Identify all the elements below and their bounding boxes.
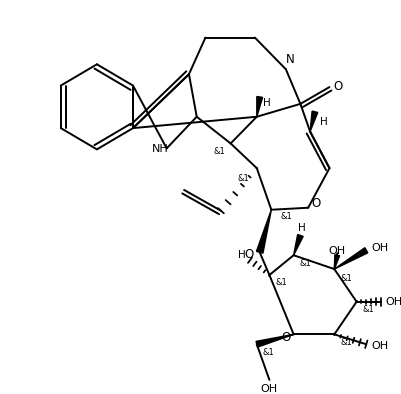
Polygon shape bbox=[334, 255, 339, 269]
Text: H: H bbox=[298, 223, 306, 232]
Text: &1: &1 bbox=[339, 275, 351, 283]
Text: &1: &1 bbox=[299, 258, 310, 268]
Text: O: O bbox=[244, 248, 253, 261]
Polygon shape bbox=[309, 111, 317, 132]
Polygon shape bbox=[255, 335, 293, 347]
Text: &1: &1 bbox=[213, 147, 224, 156]
Polygon shape bbox=[334, 248, 367, 269]
Text: N: N bbox=[286, 53, 294, 66]
Text: H: H bbox=[262, 98, 270, 108]
Text: NH: NH bbox=[151, 144, 168, 154]
Text: &1: &1 bbox=[237, 174, 249, 182]
Text: OH: OH bbox=[371, 243, 387, 253]
Polygon shape bbox=[256, 210, 271, 253]
Text: &1: &1 bbox=[339, 338, 351, 347]
Text: OH: OH bbox=[328, 246, 345, 256]
Text: OH: OH bbox=[260, 384, 277, 394]
Text: &1: &1 bbox=[280, 212, 292, 221]
Text: O: O bbox=[333, 80, 342, 93]
Text: &1: &1 bbox=[262, 348, 273, 357]
Text: O: O bbox=[281, 331, 290, 344]
Polygon shape bbox=[256, 97, 262, 117]
Polygon shape bbox=[293, 234, 302, 255]
Text: OH: OH bbox=[371, 341, 387, 351]
Text: H: H bbox=[238, 250, 245, 260]
Text: O: O bbox=[310, 197, 320, 210]
Text: OH: OH bbox=[385, 297, 401, 307]
Text: &1: &1 bbox=[274, 279, 286, 288]
Text: &1: &1 bbox=[361, 305, 373, 314]
Text: H: H bbox=[319, 117, 327, 127]
